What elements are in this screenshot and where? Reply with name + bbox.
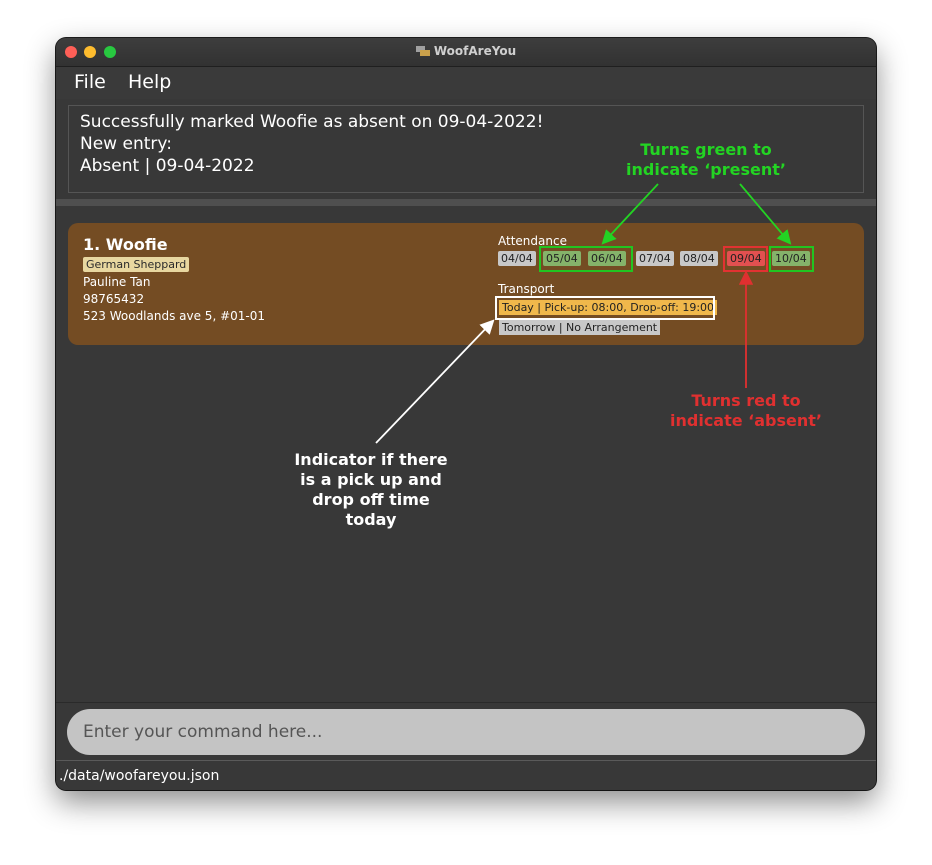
breed-tag: German Sheppard bbox=[83, 257, 190, 272]
attendance-date-tag: 06/04 bbox=[588, 251, 626, 266]
attendance-date-tag: 08/04 bbox=[680, 251, 718, 266]
transport-label: Transport bbox=[498, 282, 555, 296]
attendance-date-tag: 05/04 bbox=[543, 251, 581, 266]
menu-file[interactable]: File bbox=[74, 71, 106, 93]
annotation-transport-line2: is a pick up and bbox=[300, 470, 442, 489]
zoom-window-button[interactable] bbox=[104, 46, 116, 58]
minimize-window-button[interactable] bbox=[84, 46, 96, 58]
transport-highlight-box bbox=[495, 296, 715, 320]
pet-card[interactable]: 1. Woofie German Sheppard Pauline Tan 98… bbox=[68, 223, 864, 345]
annotation-transport: Indicator if there is a pick up and drop… bbox=[276, 450, 466, 530]
attendance-date-tag: 09/04 bbox=[727, 251, 765, 266]
transport-today-tag: Today | Pick-up: 08:00, Drop-off: 19:00 bbox=[499, 300, 718, 315]
attendance-date-tag: 04/04 bbox=[498, 251, 536, 266]
annotation-transport-line3: drop off time bbox=[312, 490, 430, 509]
close-window-button[interactable] bbox=[65, 46, 77, 58]
attendance-label: Attendance bbox=[498, 234, 567, 248]
result-new-entry-label: New entry: bbox=[80, 134, 172, 154]
absent-highlight-box bbox=[723, 246, 768, 272]
annotation-absent-line1: Turns red to bbox=[691, 391, 801, 410]
split-divider[interactable] bbox=[56, 199, 876, 206]
annotation-absent-line2: indicate ‘absent’ bbox=[670, 411, 822, 430]
window-title-container: WoofAreYou bbox=[56, 44, 876, 58]
result-entry-value: Absent | 09-04-2022 bbox=[80, 156, 255, 176]
attendance-date-tag: 07/04 bbox=[636, 251, 674, 266]
pet-name: 1. Woofie bbox=[83, 235, 168, 254]
menu-help[interactable]: Help bbox=[128, 71, 172, 93]
annotation-absent: Turns red to indicate ‘absent’ bbox=[646, 391, 846, 431]
present-highlight-box bbox=[539, 246, 633, 272]
window-title: WoofAreYou bbox=[433, 44, 517, 58]
annotation-present-line1: Turns green to bbox=[640, 140, 772, 159]
phone-number: 98765432 bbox=[83, 292, 145, 306]
annotation-present-line2: indicate ‘present’ bbox=[626, 160, 786, 179]
data-file-path: ./data/woofareyou.json bbox=[59, 768, 220, 784]
address: 523 Woodlands ave 5, #01-01 bbox=[83, 309, 265, 323]
result-message: Successfully marked Woofie as absent on … bbox=[80, 112, 544, 132]
annotation-transport-line1: Indicator if there bbox=[294, 450, 448, 469]
transport-tomorrow-tag: Tomorrow | No Arrangement bbox=[499, 320, 661, 335]
owner-name: Pauline Tan bbox=[83, 275, 151, 289]
annotation-present: Turns green to indicate ‘present’ bbox=[600, 140, 812, 180]
app-window: WoofAreYou File Help Successfully marked… bbox=[56, 38, 876, 790]
menu-bar: File Help bbox=[56, 67, 876, 99]
app-icon bbox=[415, 45, 430, 57]
command-input[interactable] bbox=[67, 709, 865, 755]
result-display: Successfully marked Woofie as absent on … bbox=[68, 105, 864, 193]
attendance-date-tag: 10/04 bbox=[772, 251, 810, 266]
title-bar: WoofAreYou bbox=[56, 38, 876, 67]
present-highlight-box bbox=[769, 246, 814, 272]
annotation-transport-line4: today bbox=[345, 510, 397, 529]
status-bar: ./data/woofareyou.json bbox=[56, 760, 876, 790]
